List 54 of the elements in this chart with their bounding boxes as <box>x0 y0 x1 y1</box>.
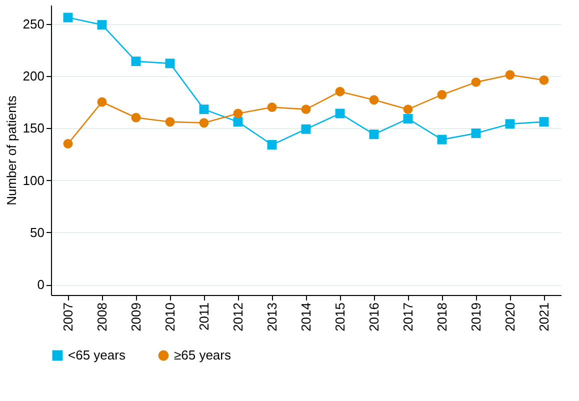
point <box>369 95 379 105</box>
point <box>437 90 447 100</box>
point <box>335 108 345 118</box>
point <box>505 119 515 129</box>
point <box>131 112 141 122</box>
x-tick-label: 2011 <box>196 302 212 330</box>
point <box>267 140 277 150</box>
point <box>437 134 447 144</box>
x-tick-label: 2021 <box>536 302 552 332</box>
point <box>505 70 515 80</box>
point <box>369 130 379 140</box>
y-axis-title: Number of patients <box>4 95 19 206</box>
point <box>97 97 107 107</box>
point <box>539 117 549 127</box>
point <box>63 139 73 148</box>
x-tick-label: 2009 <box>128 302 144 332</box>
point <box>97 20 107 30</box>
x-tick-label: 2020 <box>502 302 518 332</box>
y-tick-label: 150 <box>22 120 44 136</box>
point <box>335 86 345 96</box>
point <box>233 108 243 118</box>
point <box>471 77 481 87</box>
y-tick-label: 0 <box>37 277 44 292</box>
y-tick-label: 200 <box>22 68 44 84</box>
point <box>131 56 141 66</box>
point <box>165 58 175 68</box>
legend-label: ≥65 years <box>174 348 232 363</box>
point <box>403 114 413 124</box>
x-tick-label: 2018 <box>434 302 450 332</box>
point <box>539 75 549 85</box>
point <box>301 104 311 114</box>
point <box>403 104 413 114</box>
legend-label: <65 years <box>68 348 126 363</box>
point <box>471 128 481 138</box>
x-tick-label: 2014 <box>298 302 314 332</box>
x-tick-label: 2017 <box>400 302 416 332</box>
y-tick-label: 100 <box>22 172 44 188</box>
x-tick-label: 2010 <box>162 302 178 332</box>
x-tick-label: 2016 <box>366 302 382 332</box>
point <box>165 117 175 127</box>
point <box>233 117 243 127</box>
point <box>267 102 277 112</box>
x-tick-label: 2013 <box>264 302 280 332</box>
point <box>63 12 73 22</box>
x-tick-label: 2015 <box>332 302 348 332</box>
point <box>301 124 311 134</box>
point <box>199 104 209 114</box>
x-tick-label: 2012 <box>230 302 246 332</box>
y-tick-label: 50 <box>30 224 44 240</box>
point <box>199 118 209 128</box>
x-tick-label: 2008 <box>94 302 110 332</box>
x-tick-label: 2007 <box>60 302 76 332</box>
y-tick-label: 250 <box>22 16 44 32</box>
x-tick-label: 2019 <box>468 302 484 332</box>
